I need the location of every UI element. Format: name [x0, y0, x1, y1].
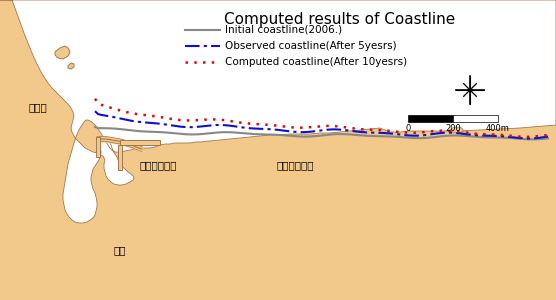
Text: Initial coastline(2006.): Initial coastline(2006.): [225, 25, 342, 35]
Ellipse shape: [461, 131, 469, 135]
Text: 궁촌해수욕장: 궁촌해수욕장: [139, 160, 177, 170]
Text: Computed coastline(After 10yesrs): Computed coastline(After 10yesrs): [225, 57, 407, 67]
Text: Observed coastline(After 5yesrs): Observed coastline(After 5yesrs): [225, 41, 396, 51]
Polygon shape: [68, 63, 74, 69]
Text: 400m: 400m: [486, 124, 510, 133]
Bar: [453, 115, 498, 122]
Polygon shape: [0, 0, 556, 223]
Bar: [408, 115, 453, 122]
Polygon shape: [120, 140, 160, 145]
Text: 궁촌항: 궁촌항: [28, 102, 47, 112]
Text: 0: 0: [405, 124, 411, 133]
Polygon shape: [118, 145, 122, 170]
Polygon shape: [96, 137, 100, 157]
Polygon shape: [55, 46, 70, 59]
Ellipse shape: [451, 127, 463, 133]
Text: Computed results of Coastline: Computed results of Coastline: [225, 12, 455, 27]
Text: 원평해수욕장: 원평해수욕장: [276, 160, 314, 170]
Text: 200: 200: [445, 124, 461, 133]
Text: 추천: 추천: [114, 245, 126, 255]
